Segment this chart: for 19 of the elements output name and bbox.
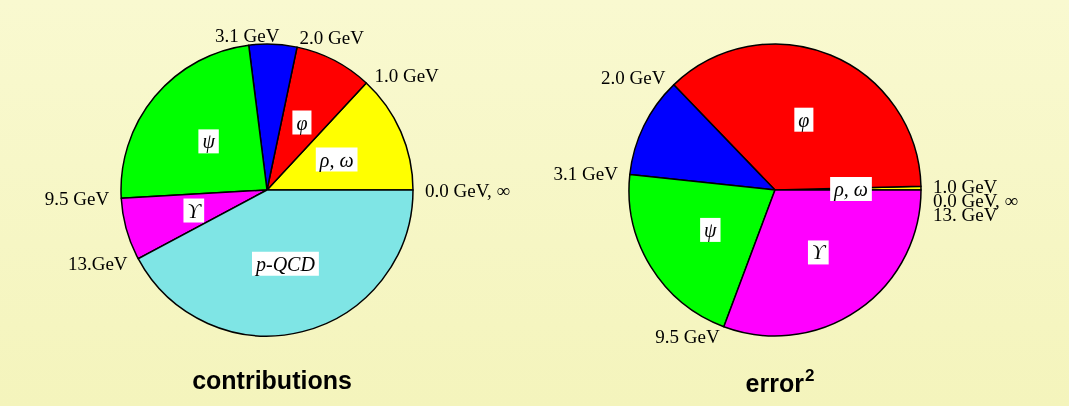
- text: 2.0 GeV: [601, 67, 666, 89]
- text: 2.0 GeV: [299, 26, 365, 48]
- text: 1.0 GeV: [374, 65, 440, 87]
- slice-label: ϒ: [811, 241, 827, 264]
- slice-label: ρ, ω: [318, 148, 354, 172]
- text: 9.5 GeV: [44, 188, 110, 210]
- slice-label: p-QCD: [253, 252, 316, 276]
- text: 9.5 GeV: [655, 325, 720, 347]
- text: 3.1 GeV: [215, 24, 280, 46]
- text: 0.0 GeV, ∞: [425, 179, 510, 201]
- text: 3.1 GeV: [553, 162, 619, 184]
- slice-label: φ: [798, 108, 810, 132]
- slice-label: ϒ: [187, 199, 203, 222]
- slice-label: ψ: [704, 218, 718, 242]
- text: 13.GeV: [67, 252, 128, 274]
- slice-label: ρ, ω: [833, 178, 868, 202]
- text: contributions: [192, 365, 352, 394]
- slice-label: φ: [296, 111, 308, 135]
- slice-label: ψ: [202, 130, 216, 154]
